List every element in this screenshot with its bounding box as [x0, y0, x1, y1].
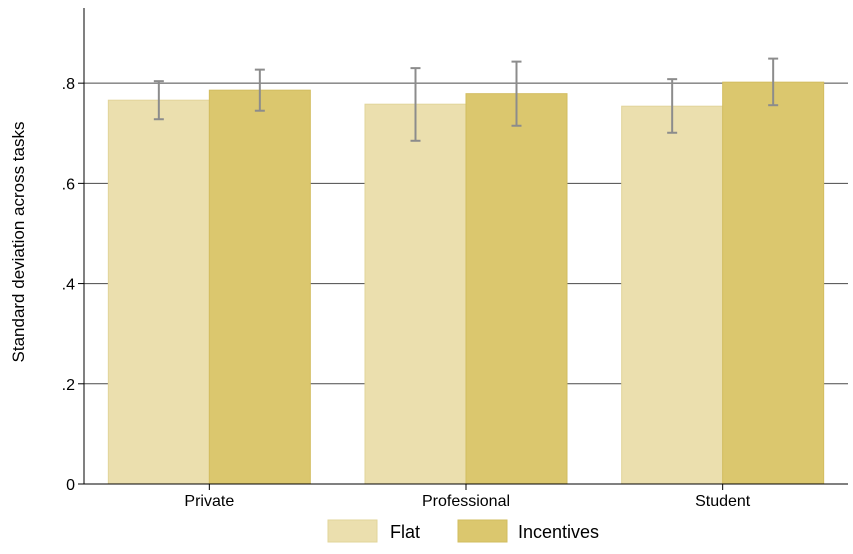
bar-incentives-student — [722, 81, 825, 485]
legend-label-incentives: Incentives — [518, 522, 599, 542]
bar-flat-student — [621, 105, 724, 485]
y-tick-label: .8 — [62, 76, 75, 93]
legend: Flat Incentives — [327, 519, 599, 543]
bar-flat-professional — [364, 103, 467, 485]
x-tick-label: Professional — [422, 493, 510, 510]
y-tick-label: .2 — [62, 377, 75, 394]
x-tick-label: Student — [695, 493, 751, 510]
y-tick-label: .6 — [62, 176, 75, 193]
axes: 0 .2 .4 .6 .8 Private Professional Student — [62, 8, 848, 510]
bar-incentives-private — [208, 89, 311, 485]
legend-label-flat: Flat — [390, 522, 420, 542]
legend-swatch-incentives — [457, 519, 508, 543]
y-axis-title: Standard deviation across tasks — [9, 122, 28, 363]
legend-swatch-flat — [327, 519, 378, 543]
y-tick-label: .4 — [62, 277, 75, 294]
bar-flat-private — [107, 99, 210, 485]
x-tick-label: Private — [184, 493, 234, 510]
bars — [107, 81, 825, 485]
bar-incentives-professional — [465, 93, 568, 485]
y-tick-label: 0 — [66, 477, 75, 494]
error-bars — [153, 57, 779, 142]
